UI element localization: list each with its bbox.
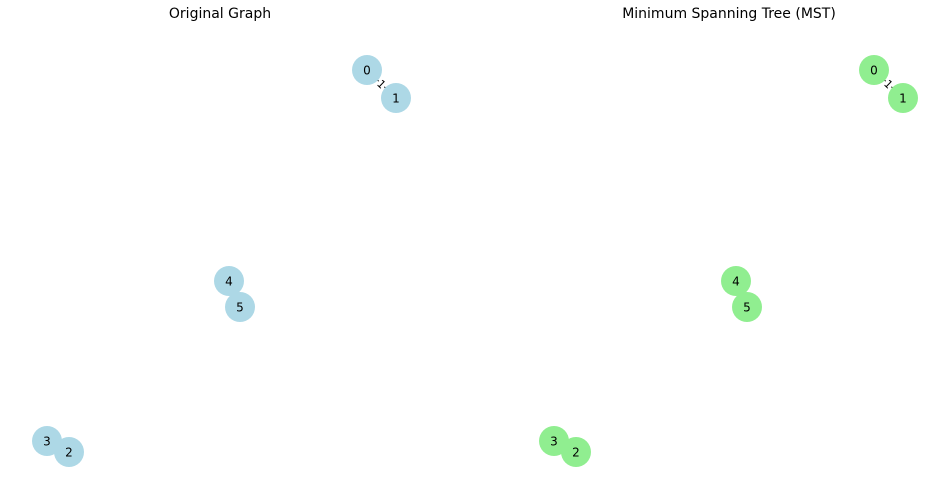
node-5 [225,292,255,322]
node-label-5: 5 [743,301,751,315]
node-1 [381,83,411,113]
node-label-2: 2 [572,446,580,460]
edge-label-bg [881,76,896,92]
node-4 [214,266,244,296]
edge-label-bg [374,76,389,92]
node-label-1: 1 [392,92,400,106]
node-label-5: 5 [236,301,244,315]
node-5 [732,292,762,322]
node-label-4: 4 [732,275,740,289]
node-4 [721,266,751,296]
node-label-4: 4 [225,275,233,289]
node-2 [561,437,591,467]
node-2 [54,437,84,467]
panel-title-original-graph: Original Graph [168,6,272,22]
node-0 [352,55,382,85]
node-label-0: 0 [870,64,878,78]
node-label-1: 1 [899,92,907,106]
node-0 [859,55,889,85]
node-1 [888,83,918,113]
node-label-3: 3 [550,435,558,449]
node-label-3: 3 [43,435,51,449]
node-label-0: 0 [363,64,371,78]
node-label-2: 2 [65,446,73,460]
panel-title-mst: Minimum Spanning Tree (MST) [622,6,836,22]
